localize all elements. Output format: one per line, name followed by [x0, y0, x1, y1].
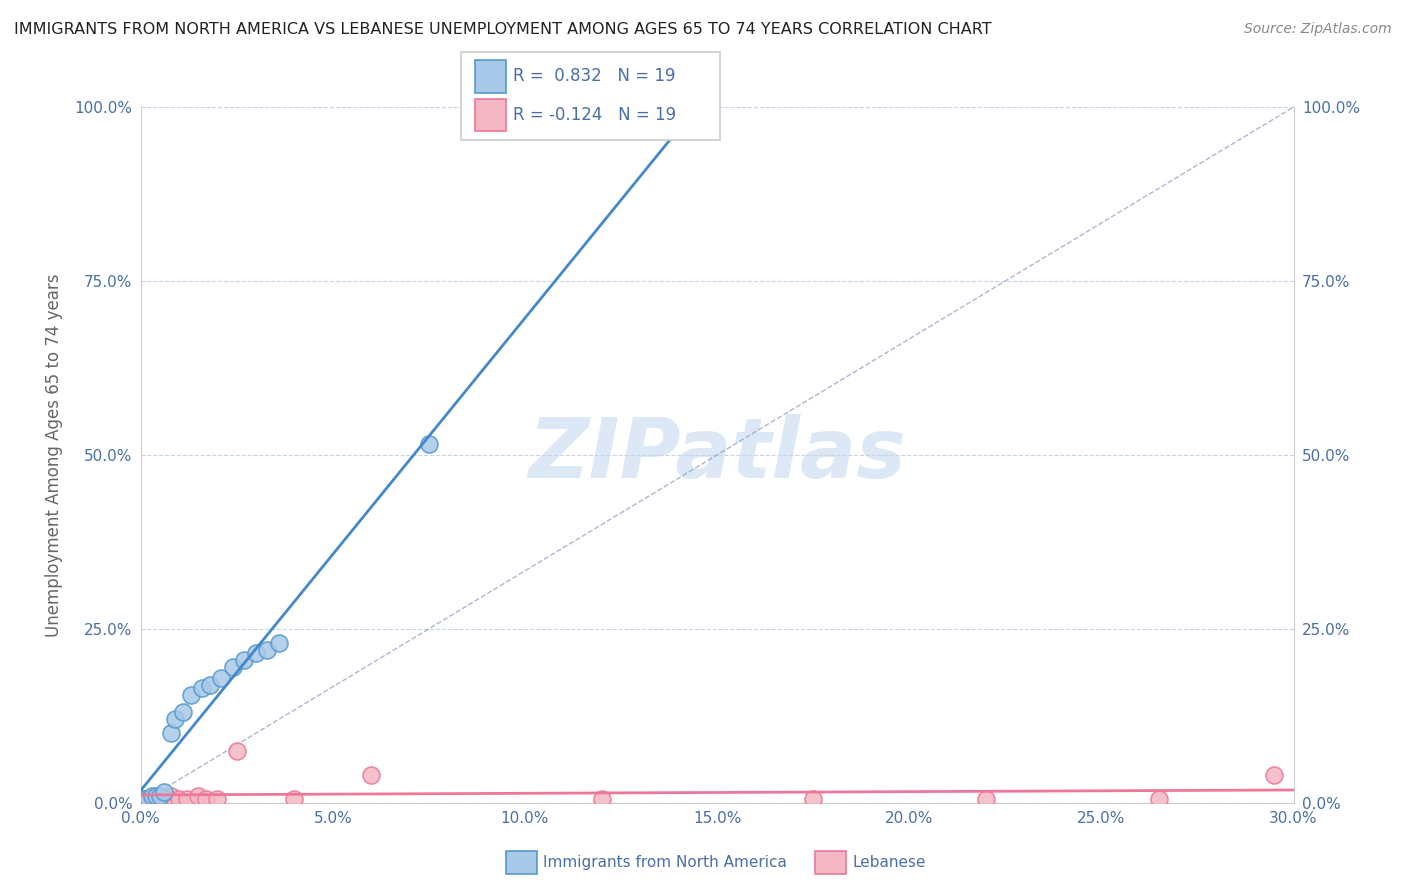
Point: [187, 789, 209, 803]
Point: [149, 789, 172, 803]
Text: IMMIGRANTS FROM NORTH AMERICA VS LEBANESE UNEMPLOYMENT AMONG AGES 65 TO 74 YEARS: IMMIGRANTS FROM NORTH AMERICA VS LEBANES…: [14, 22, 991, 37]
Point: [134, 792, 156, 806]
Point: [233, 653, 256, 667]
Text: Source: ZipAtlas.com: Source: ZipAtlas.com: [1244, 22, 1392, 37]
Point: [245, 646, 267, 660]
Point: [160, 726, 183, 740]
Point: [160, 789, 183, 803]
Text: R = -0.124   N = 19: R = -0.124 N = 19: [513, 106, 676, 124]
Point: [149, 792, 172, 806]
Point: [176, 792, 198, 806]
Point: [267, 636, 290, 650]
Point: [801, 792, 824, 806]
Point: [141, 789, 163, 803]
Point: [256, 642, 278, 657]
Point: [360, 768, 382, 782]
Point: [283, 792, 305, 806]
Point: [225, 744, 247, 758]
Point: [167, 792, 190, 806]
Point: [180, 688, 202, 702]
Text: Immigrants from North America: Immigrants from North America: [543, 855, 786, 870]
Point: [209, 671, 232, 685]
Point: [134, 792, 156, 806]
Point: [141, 792, 163, 806]
Point: [152, 785, 174, 799]
Point: [198, 677, 221, 691]
Point: [136, 792, 159, 806]
Text: Lebanese: Lebanese: [852, 855, 925, 870]
Text: ZIPatlas: ZIPatlas: [529, 415, 905, 495]
Point: [1147, 792, 1170, 806]
Point: [152, 792, 174, 806]
Text: R =  0.832   N = 19: R = 0.832 N = 19: [513, 68, 676, 86]
Point: [591, 792, 613, 806]
Point: [172, 706, 194, 720]
Point: [207, 792, 229, 806]
Point: [418, 437, 440, 451]
Y-axis label: Unemployment Among Ages 65 to 74 years: Unemployment Among Ages 65 to 74 years: [45, 273, 63, 637]
Point: [194, 792, 217, 806]
Point: [165, 712, 187, 726]
Point: [1263, 768, 1285, 782]
Point: [136, 792, 159, 806]
Point: [145, 789, 167, 803]
Point: [974, 792, 997, 806]
Point: [222, 660, 245, 674]
Point: [191, 681, 214, 695]
